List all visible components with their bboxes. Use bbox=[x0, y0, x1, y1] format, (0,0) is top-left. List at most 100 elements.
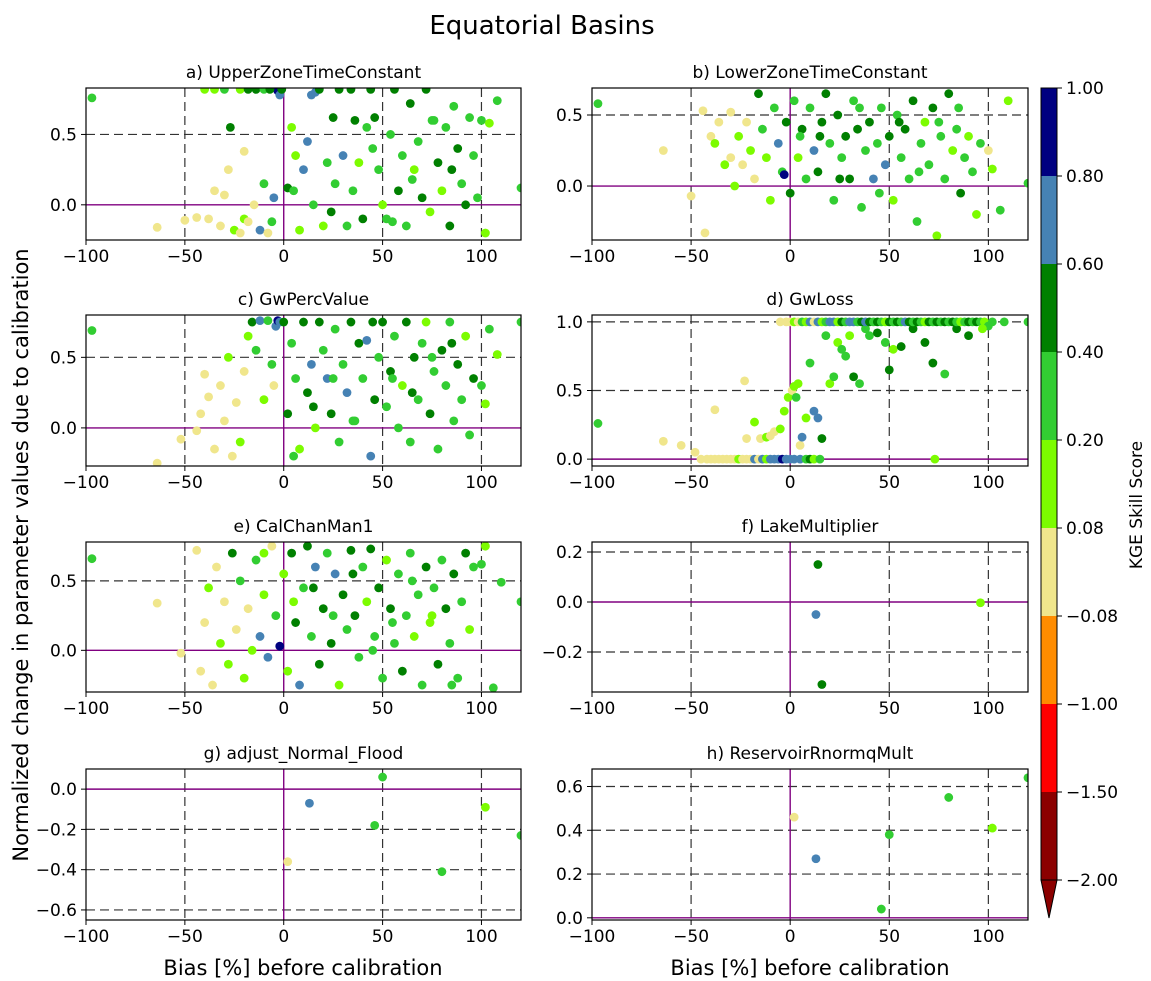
data-point bbox=[445, 638, 455, 648]
data-point bbox=[750, 174, 759, 184]
x-tick-label: 0 bbox=[785, 473, 796, 493]
colorbar-segment bbox=[1041, 88, 1057, 176]
data-point bbox=[421, 562, 431, 572]
scatter-points bbox=[87, 542, 521, 692]
data-point bbox=[793, 153, 803, 163]
data-point bbox=[869, 174, 878, 184]
data-point bbox=[358, 562, 368, 572]
data-point bbox=[861, 146, 870, 155]
data-point bbox=[658, 436, 668, 446]
data-point bbox=[204, 214, 213, 224]
x-tick-label: 0 bbox=[278, 927, 289, 947]
data-point bbox=[152, 458, 162, 466]
data-point bbox=[259, 179, 269, 189]
data-point bbox=[267, 217, 277, 227]
data-point bbox=[303, 137, 312, 146]
data-point bbox=[348, 569, 358, 579]
data-point bbox=[368, 144, 378, 153]
x-tick-label: −50 bbox=[673, 247, 709, 267]
data-point bbox=[223, 165, 233, 175]
axes-frame bbox=[85, 87, 522, 241]
data-point bbox=[908, 324, 918, 334]
data-point bbox=[928, 358, 938, 368]
data-point bbox=[762, 153, 771, 163]
data-point bbox=[865, 117, 874, 127]
subplot-title: e) CalChanMan1 bbox=[233, 517, 373, 537]
data-point bbox=[390, 331, 399, 341]
subplot-b: −100 −50 0 50 100 0.0 0.5 b) LowerZoneTimeConst… bbox=[556, 63, 1029, 267]
data-point bbox=[821, 89, 831, 99]
data-point bbox=[447, 338, 457, 348]
data-point bbox=[243, 88, 253, 94]
data-point bbox=[952, 124, 962, 134]
data-point bbox=[407, 576, 417, 586]
subplot-title: d) GwLoss bbox=[766, 290, 853, 310]
x-tick-label: 0 bbox=[785, 699, 796, 719]
scatter-points bbox=[87, 316, 521, 466]
data-point bbox=[447, 165, 457, 175]
data-point bbox=[295, 225, 304, 235]
data-point bbox=[180, 215, 190, 225]
data-point bbox=[251, 345, 261, 355]
data-point bbox=[1023, 178, 1028, 188]
data-point bbox=[386, 367, 395, 376]
x-tick-label: 100 bbox=[972, 473, 1004, 493]
data-point bbox=[370, 632, 380, 641]
data-point bbox=[366, 88, 376, 94]
x-tick-label: 50 bbox=[372, 247, 394, 267]
data-point bbox=[334, 680, 344, 690]
x-tick-label: 50 bbox=[372, 473, 394, 493]
data-point bbox=[746, 146, 755, 155]
x-tick-label: 0 bbox=[278, 247, 289, 267]
scatter-points bbox=[789, 773, 1028, 914]
data-point bbox=[801, 413, 811, 423]
data-point bbox=[449, 416, 459, 426]
data-point bbox=[740, 376, 749, 386]
data-point bbox=[457, 179, 467, 189]
data-point bbox=[216, 381, 225, 390]
data-point bbox=[405, 548, 415, 558]
data-point bbox=[754, 89, 763, 99]
x-tick-label: −100 bbox=[63, 247, 110, 267]
data-point bbox=[374, 352, 384, 362]
data-point bbox=[995, 205, 1005, 215]
x-tick-label: 100 bbox=[465, 927, 497, 947]
x-tick-label: 50 bbox=[372, 699, 394, 719]
colorbar-tick-label: −2.00 bbox=[1066, 871, 1118, 891]
data-point bbox=[405, 437, 415, 447]
data-point bbox=[196, 409, 206, 419]
data-point bbox=[880, 160, 890, 170]
data-point bbox=[204, 392, 213, 402]
data-point bbox=[1003, 96, 1013, 106]
data-point bbox=[407, 388, 417, 398]
data-point bbox=[421, 88, 431, 94]
data-point bbox=[461, 548, 471, 558]
data-point bbox=[813, 413, 823, 423]
x-tick-label: 100 bbox=[972, 699, 1004, 719]
data-point bbox=[210, 88, 219, 94]
data-point bbox=[310, 423, 320, 433]
data-point bbox=[457, 395, 467, 405]
data-point bbox=[358, 214, 368, 224]
x-tick-label: 100 bbox=[465, 699, 497, 719]
x-tick-label: −50 bbox=[167, 247, 203, 267]
colorbar-segment bbox=[1041, 352, 1057, 440]
subplot-title: g) adjust_Normal_Flood bbox=[204, 744, 404, 764]
data-point bbox=[362, 123, 372, 132]
data-point bbox=[382, 555, 391, 565]
data-point bbox=[775, 424, 785, 434]
data-point bbox=[758, 124, 767, 134]
colorbar-tick-label: 1.00 bbox=[1066, 79, 1104, 99]
data-point bbox=[334, 437, 344, 447]
data-point bbox=[441, 123, 451, 132]
data-point bbox=[192, 426, 202, 436]
data-point bbox=[1023, 773, 1028, 783]
data-point bbox=[987, 164, 997, 174]
data-point bbox=[821, 331, 831, 340]
data-point bbox=[259, 395, 269, 405]
data-point bbox=[283, 666, 293, 676]
data-point bbox=[407, 175, 417, 184]
data-point bbox=[841, 351, 851, 361]
data-point bbox=[888, 195, 898, 205]
data-point bbox=[944, 89, 954, 99]
